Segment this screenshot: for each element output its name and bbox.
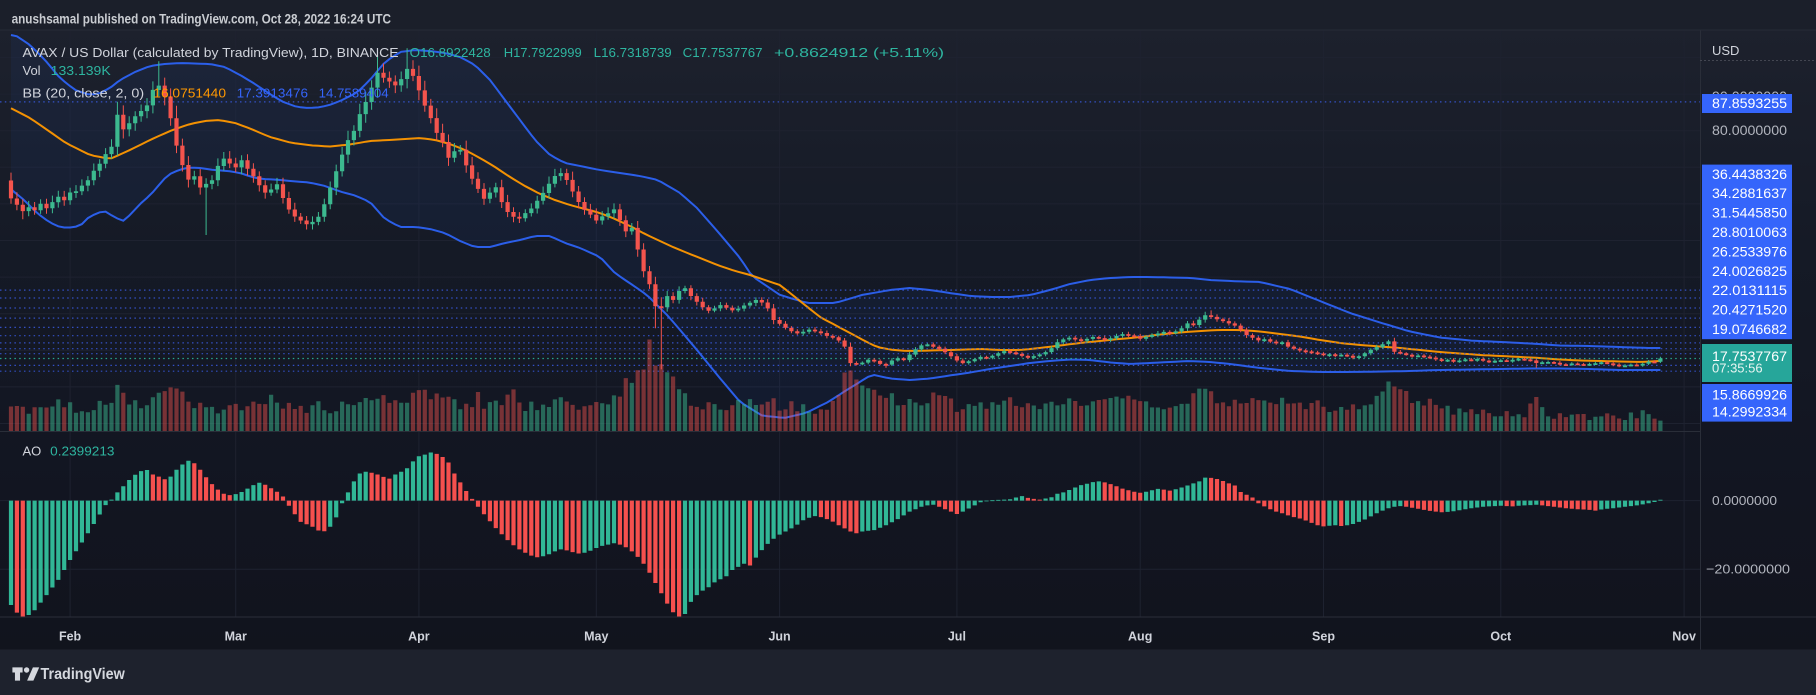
svg-text:Sep: Sep (1312, 630, 1335, 644)
svg-text:Mar: Mar (225, 630, 247, 644)
svg-text:20.4271520: 20.4271520 (1712, 303, 1787, 318)
svg-text:AVAX / US Dollar (calculated b: AVAX / US Dollar (calculated by TradingV… (23, 45, 399, 60)
svg-text:15.8669926: 15.8669926 (1712, 388, 1787, 403)
svg-text:anushsamal published on Tradin: anushsamal published on TradingView.com,… (12, 11, 391, 27)
svg-text:17.7537767: 17.7537767 (1712, 349, 1787, 364)
svg-text:19.0746682: 19.0746682 (1712, 322, 1787, 337)
svg-text:0.0000000: 0.0000000 (1712, 493, 1777, 508)
svg-text:87.8593255: 87.8593255 (1712, 96, 1787, 111)
svg-text:80.0000000: 80.0000000 (1712, 123, 1787, 138)
svg-text:133.139K: 133.139K (51, 63, 111, 78)
svg-text:Feb: Feb (59, 630, 82, 644)
svg-text:+0.8624912 (+5.11%): +0.8624912 (+5.11%) (774, 45, 944, 60)
svg-text:L16.7318739: L16.7318739 (594, 45, 672, 60)
svg-text:BB (20, close, 2, 0): BB (20, close, 2, 0) (23, 86, 145, 101)
svg-text:34.2881637: 34.2881637 (1712, 186, 1787, 201)
svg-text:26.2533976: 26.2533976 (1712, 244, 1787, 259)
svg-text:−20.0000000: −20.0000000 (1706, 562, 1790, 577)
svg-text:Aug: Aug (1128, 630, 1152, 644)
svg-text:TradingView: TradingView (41, 666, 126, 683)
svg-text:Nov: Nov (1672, 630, 1696, 644)
svg-text:H17.7922999: H17.7922999 (504, 45, 582, 60)
svg-text:Vol: Vol (23, 63, 41, 78)
svg-text:14.2992334: 14.2992334 (1712, 405, 1788, 420)
svg-text:0.2399213: 0.2399213 (50, 444, 114, 459)
svg-text:14.7589404: 14.7589404 (319, 86, 389, 101)
svg-text:17.3913476: 17.3913476 (237, 86, 308, 101)
svg-text:AO: AO (23, 444, 42, 459)
svg-text:36.4438326: 36.4438326 (1712, 167, 1787, 182)
svg-text:USD: USD (1712, 43, 1739, 58)
svg-text:C17.7537767: C17.7537767 (683, 45, 763, 60)
svg-text:Jul: Jul (948, 630, 966, 644)
svg-text:Jun: Jun (768, 630, 790, 644)
svg-text:O16.8922428: O16.8922428 (410, 45, 491, 60)
svg-text:28.8010063: 28.8010063 (1712, 225, 1787, 240)
svg-text:22.0131115: 22.0131115 (1712, 283, 1787, 298)
svg-text:16.0751440: 16.0751440 (153, 86, 226, 101)
svg-text:Oct: Oct (1490, 630, 1512, 644)
svg-text:24.0026825: 24.0026825 (1712, 264, 1787, 279)
svg-text:May: May (584, 630, 608, 644)
svg-text:31.5445850: 31.5445850 (1712, 206, 1787, 221)
svg-text:Apr: Apr (408, 630, 430, 644)
svg-text:07:35:56: 07:35:56 (1712, 361, 1763, 376)
